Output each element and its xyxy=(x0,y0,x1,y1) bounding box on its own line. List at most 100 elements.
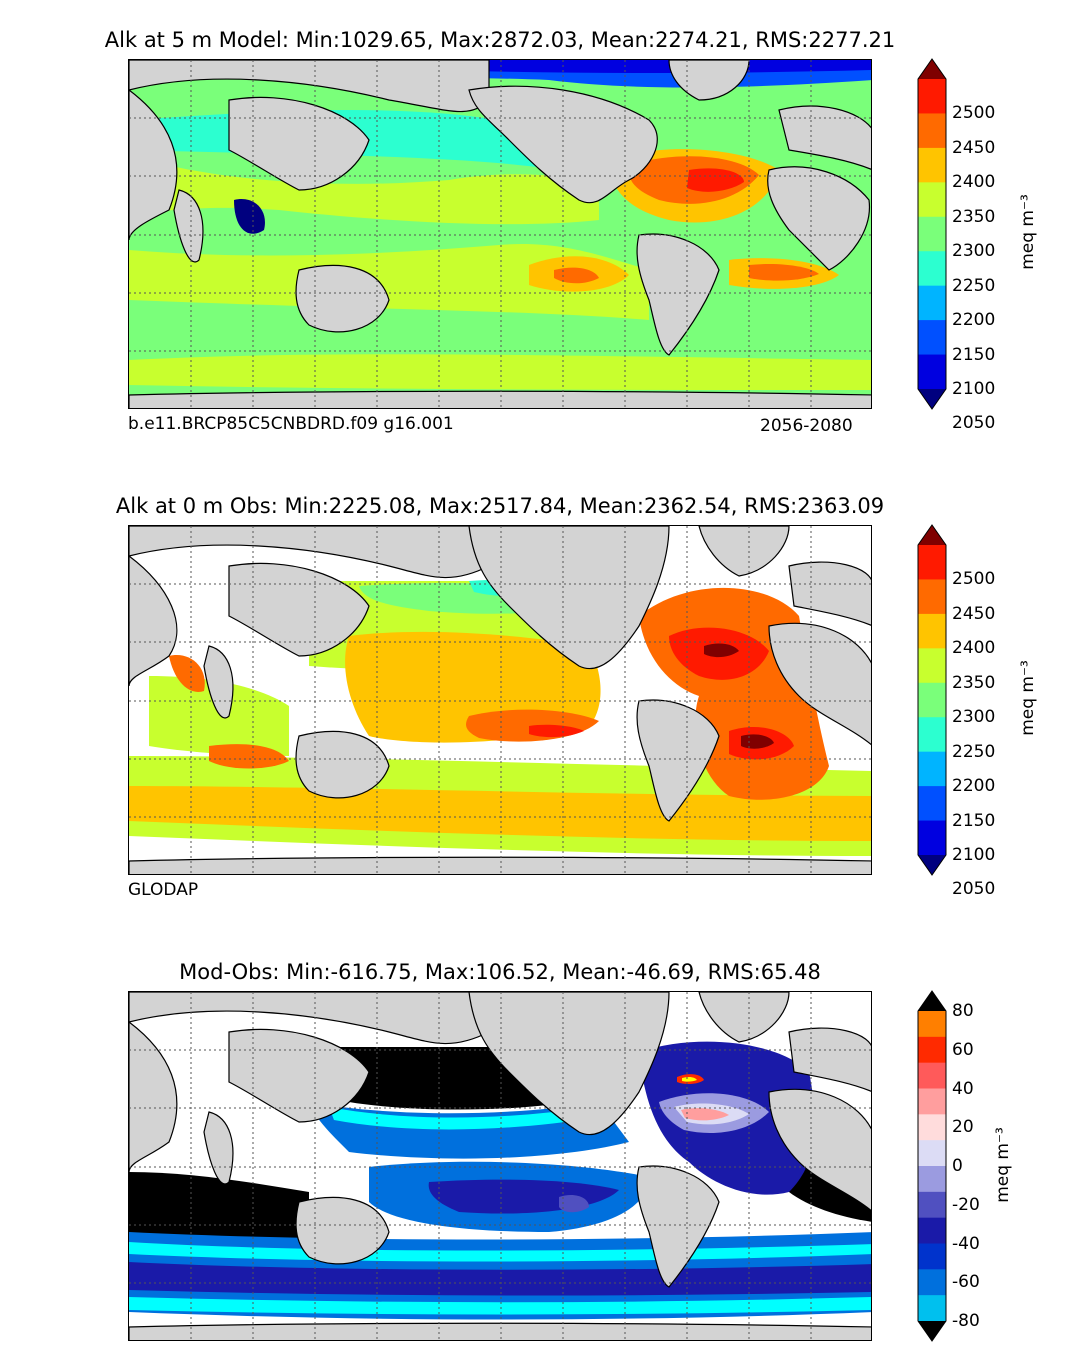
panel2-field-2400-indian xyxy=(209,744,289,769)
panel2-field-2400-arab xyxy=(169,655,205,692)
panel1-map xyxy=(128,59,872,409)
colorbar-tick-label: -80 xyxy=(952,1311,980,1331)
colorbar-bottom-extension xyxy=(918,389,946,409)
colorbar-segment xyxy=(918,579,946,615)
colorbar-tick-label: 2400 xyxy=(952,638,996,659)
colorbar-segment xyxy=(918,1243,946,1270)
india-land xyxy=(173,189,204,263)
panel1-period-label: 2056-2080 xyxy=(760,416,853,436)
colorbar-top-extension xyxy=(918,525,946,545)
colorbar-segment xyxy=(918,1295,946,1322)
europe-land xyxy=(788,561,871,626)
colorbar-tick-label: 2300 xyxy=(952,707,996,728)
europe-land xyxy=(778,105,871,170)
colorbar-tick-label: 2200 xyxy=(952,310,996,331)
colorbar-tick-label: 80 xyxy=(952,1001,974,1021)
asia-east-land xyxy=(228,1028,370,1123)
panel1-field-2450-atlantic xyxy=(687,168,744,192)
panel3-colorbar xyxy=(917,990,947,1342)
colorbar-segment xyxy=(918,648,946,684)
panel1-grid xyxy=(129,60,871,408)
colorbar-segment xyxy=(918,786,946,822)
panel1-field-2300-southern xyxy=(129,354,871,390)
panel2-field-2300-indian xyxy=(149,676,289,756)
panel3-map xyxy=(128,991,872,1341)
colorbar-segment xyxy=(918,251,946,287)
asia-land xyxy=(129,526,490,579)
panel2-colorbar xyxy=(917,524,947,876)
north-america-land xyxy=(468,992,670,1136)
colorbar-segment xyxy=(918,1114,946,1141)
colorbar-segment xyxy=(918,1011,946,1038)
africa-land xyxy=(768,1088,871,1212)
colorbar-tick-label: 2050 xyxy=(952,879,996,900)
colorbar-tick-label: 2100 xyxy=(952,379,996,399)
africa-land xyxy=(768,622,871,746)
australia-land xyxy=(295,730,390,799)
panel1-land xyxy=(129,60,871,408)
colorbar-segment xyxy=(918,147,946,183)
panel3-land xyxy=(129,992,871,1340)
colorbar-segment xyxy=(918,1140,946,1167)
panel2-land xyxy=(129,526,871,874)
panel1-field-2400-pacific xyxy=(554,267,599,284)
colorbar-tick-label: 2150 xyxy=(952,344,996,365)
panel1-colorbar xyxy=(917,58,947,410)
colorbar-segment xyxy=(918,682,946,718)
south-america-land xyxy=(636,699,720,822)
colorbar-tick-label: 2200 xyxy=(952,776,996,797)
colorbar-segment xyxy=(918,1269,946,1296)
eurasia-west xyxy=(129,89,178,241)
colorbar-segment xyxy=(918,545,946,580)
australia-land xyxy=(295,1196,390,1265)
colorbar-tick-label: -20 xyxy=(952,1194,980,1215)
colorbar-tick-label: 2400 xyxy=(952,172,996,193)
colorbar-top-extension xyxy=(918,59,946,79)
panel3-field-minus80-ribbon3 xyxy=(129,1297,871,1315)
eurasia-west xyxy=(129,1021,178,1173)
colorbar-segment xyxy=(918,216,946,252)
asia-land xyxy=(129,992,490,1045)
colorbar-segment xyxy=(918,79,946,114)
greenland-land xyxy=(698,526,790,577)
panel2-field-2450-pacific xyxy=(529,724,584,738)
panel1-field-2400-satl xyxy=(749,264,819,281)
colorbar-segment xyxy=(918,182,946,218)
panel3-field-80-ne xyxy=(682,1076,697,1082)
north-america-land xyxy=(468,526,670,670)
colorbar-tick-label: 0 xyxy=(952,1156,963,1176)
colorbar-tick-label: 2250 xyxy=(952,741,996,762)
panel2-source-label: GLODAP xyxy=(128,880,199,900)
colorbar-tick-label: 2500 xyxy=(952,569,996,590)
asia-east-land xyxy=(228,96,370,191)
colorbar-tick-label: 2450 xyxy=(952,603,996,624)
panel2-map xyxy=(128,525,872,875)
colorbar-segment xyxy=(918,751,946,787)
colorbar-tick-label: 2150 xyxy=(952,810,996,831)
asia-east-land xyxy=(228,562,370,657)
panel3-unit-label: meq m⁻³ xyxy=(992,1127,1013,1203)
panel2-grid xyxy=(129,526,871,874)
colorbar-segment xyxy=(918,285,946,321)
panel2-field-2500-atlantic xyxy=(704,643,739,658)
colorbar-segment xyxy=(918,1217,946,1244)
panel1-case-label: b.e11.BRCP85C5CNBDRD.f09 g16.001 xyxy=(128,414,454,434)
colorbar-segment xyxy=(918,354,946,390)
south-america-land xyxy=(636,1165,720,1288)
panel1-field-2050-indonesia xyxy=(234,199,265,234)
colorbar-tick-label: 60 xyxy=(952,1039,974,1060)
colorbar-outline xyxy=(917,58,947,410)
australia-land xyxy=(295,264,390,333)
colorbar-tick-label: 2500 xyxy=(952,103,996,124)
greenland-land xyxy=(698,992,790,1043)
colorbar-segment xyxy=(918,1036,946,1064)
india-land xyxy=(203,645,234,719)
india-land xyxy=(203,1111,234,1185)
colorbar-tick-label: 20 xyxy=(952,1117,974,1138)
colorbar-segment xyxy=(918,820,946,856)
colorbar-tick-label: 2250 xyxy=(952,275,996,296)
colorbar-segment xyxy=(918,320,946,356)
panel2-unit-label: meq m⁻³ xyxy=(1017,660,1038,736)
colorbar-tick-label: 2050 xyxy=(952,413,996,434)
panel1-field-2300-south xyxy=(129,244,649,320)
